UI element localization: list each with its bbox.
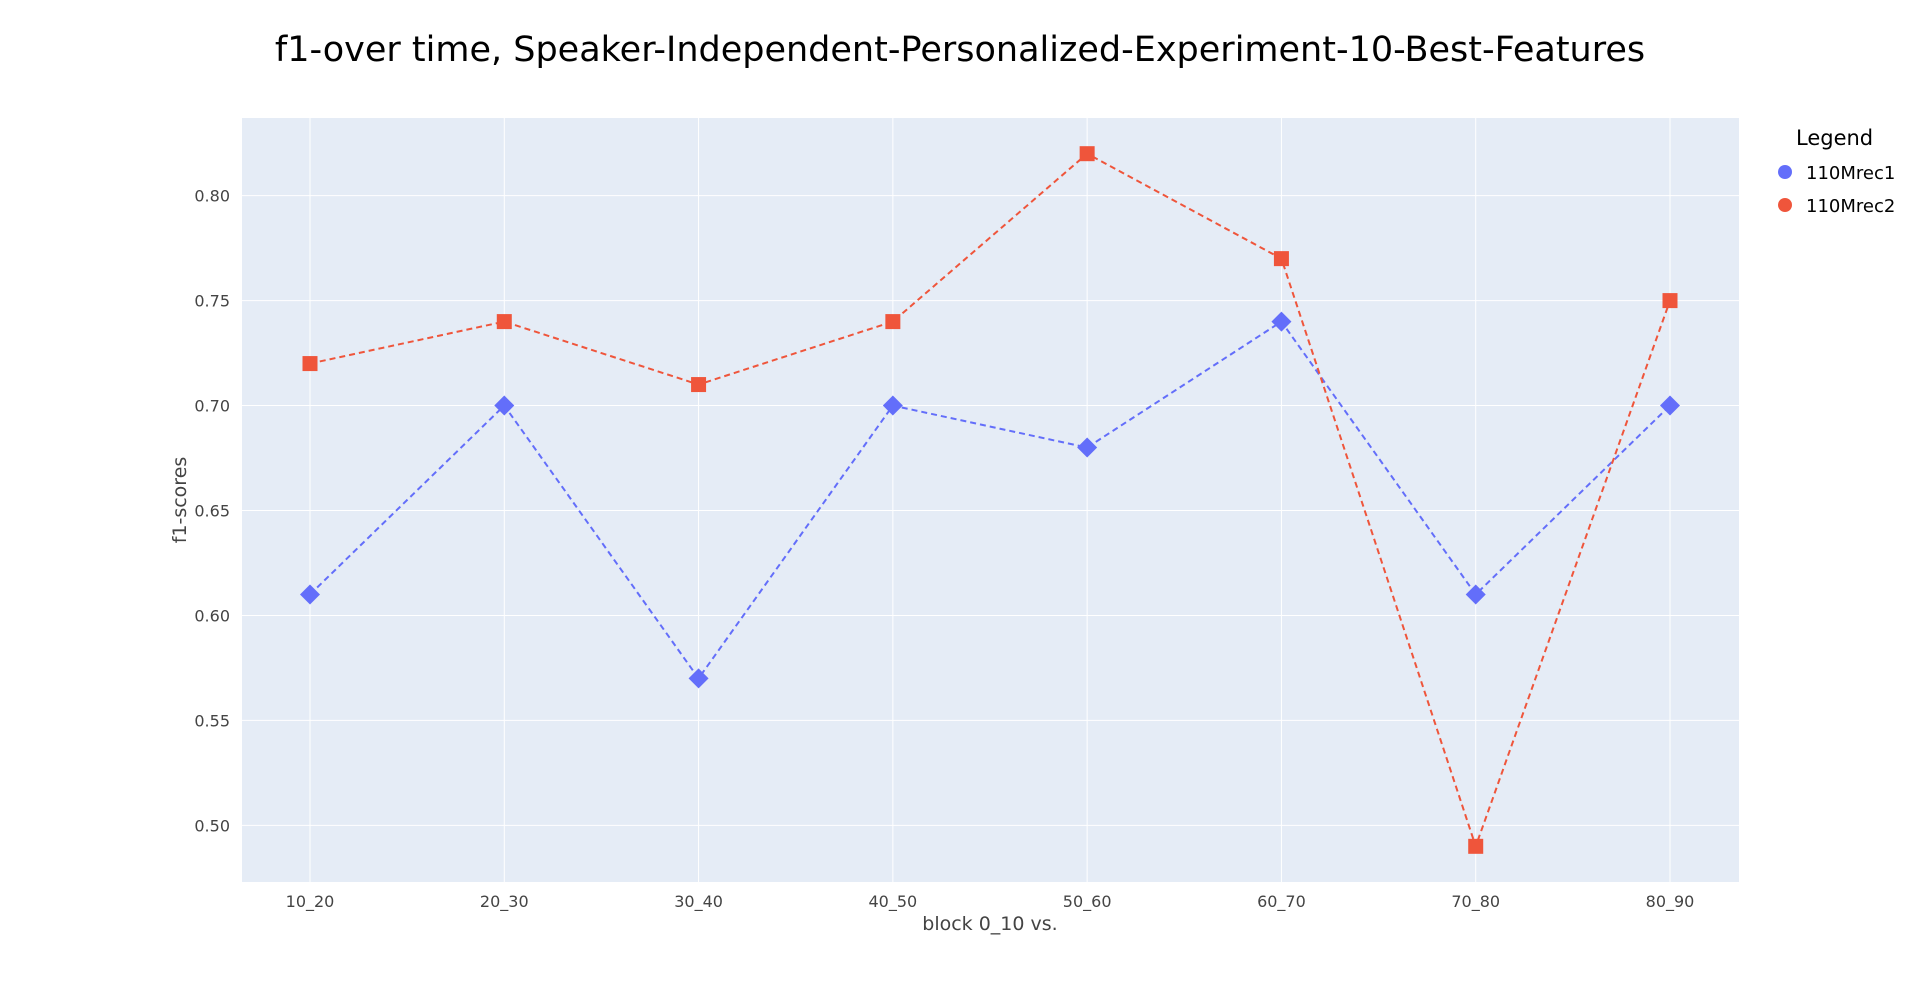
y-tick-label: 0.75	[194, 292, 230, 311]
x-tick-label: 80_90	[1646, 892, 1695, 912]
y-axis-ticks: 0.50 0.55 0.60 0.65 0.70 0.75 0.80	[194, 187, 230, 836]
x-tick-label: 70_80	[1451, 892, 1500, 912]
legend-label-110Mrec2: 110Mrec2	[1806, 196, 1895, 217]
x-tick-label: 20_30	[480, 892, 529, 912]
data-point-110Mrec1-50_60	[1077, 437, 1098, 458]
legend-items: 110Mrec1 110Mrec2	[1778, 163, 1895, 217]
y-tick-label: 0.80	[194, 187, 230, 206]
y-tick-label: 0.70	[194, 397, 230, 416]
data-point-110Mrec1-10_20	[300, 584, 320, 605]
grid-lines	[242, 118, 1739, 882]
data-point-110Mrec1-60_70	[1271, 311, 1292, 332]
y-tick-label: 0.55	[194, 711, 230, 730]
series-line-110Mrec1	[309, 320, 1671, 681]
series-lines	[309, 152, 1671, 850]
x-tick-label: 40_50	[868, 892, 917, 912]
legend-marker-110Mrec1	[1778, 165, 1792, 179]
data-point-110Mrec2-20_30	[496, 314, 512, 330]
y-tick-label: 0.60	[194, 606, 230, 625]
x-tick-label: 50_60	[1063, 892, 1112, 912]
data-point-110Mrec1-20_30	[494, 395, 515, 416]
data-point-110Mrec2-50_60	[1079, 146, 1095, 162]
y-axis-title: f1-scores	[169, 457, 191, 544]
data-point-110Mrec1-80_90	[1660, 395, 1680, 416]
data-point-110Mrec2-70_80	[1468, 838, 1484, 854]
legend-title: Legend	[1796, 126, 1873, 150]
data-point-110Mrec1-70_80	[1465, 584, 1486, 605]
data-point-110Mrec1-30_40	[688, 668, 709, 689]
data-point-110Mrec2-40_50	[885, 314, 901, 330]
data-point-110Mrec2-30_40	[691, 377, 707, 393]
x-tick-label: 30_40	[674, 892, 723, 912]
plot-area	[242, 118, 1739, 882]
legend-marker-110Mrec2	[1778, 198, 1792, 212]
series-line-110Mrec2	[309, 152, 1671, 850]
chart-title: f1-over time, Speaker-Independent-Person…	[275, 30, 1645, 70]
y-tick-label: 0.50	[194, 816, 230, 835]
x-axis-title: block 0_10 vs.	[922, 913, 1057, 935]
data-point-110Mrec1-40_50	[882, 395, 903, 416]
data-point-110Mrec2-10_20	[302, 356, 318, 372]
legend: Legend 110Mrec1 110Mrec2	[1778, 126, 1895, 217]
x-tick-label: 10_20	[286, 892, 335, 912]
series-markers	[300, 146, 1680, 854]
y-tick-label: 0.65	[194, 501, 230, 520]
x-axis-ticks: 10_20 20_30 30_40 40_50 50_60 60_70 70_80 80_90	[286, 892, 1695, 912]
data-point-110Mrec2-60_70	[1273, 251, 1289, 267]
x-tick-label: 60_70	[1257, 892, 1306, 912]
data-point-110Mrec2-80_90	[1662, 293, 1678, 309]
legend-label-110Mrec1: 110Mrec1	[1806, 163, 1895, 184]
